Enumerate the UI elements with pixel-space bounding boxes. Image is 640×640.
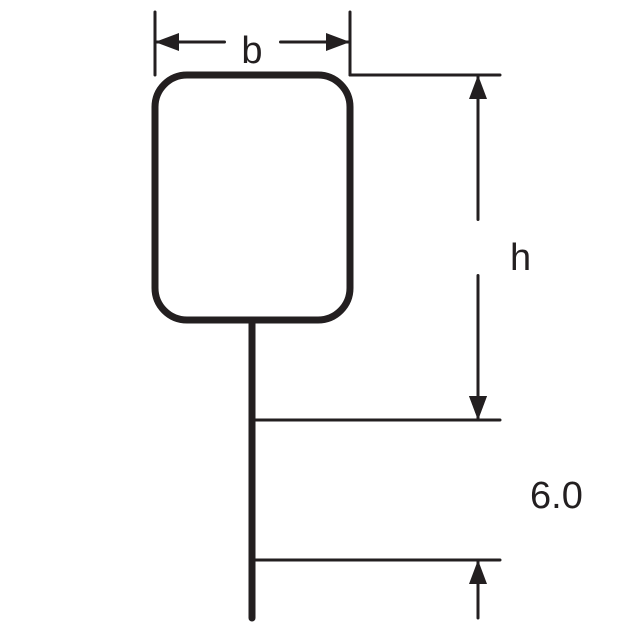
dimension-h: h — [252, 75, 531, 420]
dimension-6: 6.0 — [252, 370, 583, 618]
dimension-b: b — [155, 12, 350, 75]
dimension-b-label: b — [241, 30, 262, 72]
dimension-h-label: h — [510, 237, 531, 279]
component-body — [155, 75, 350, 320]
dimension-6-label: 6.0 — [530, 475, 583, 517]
